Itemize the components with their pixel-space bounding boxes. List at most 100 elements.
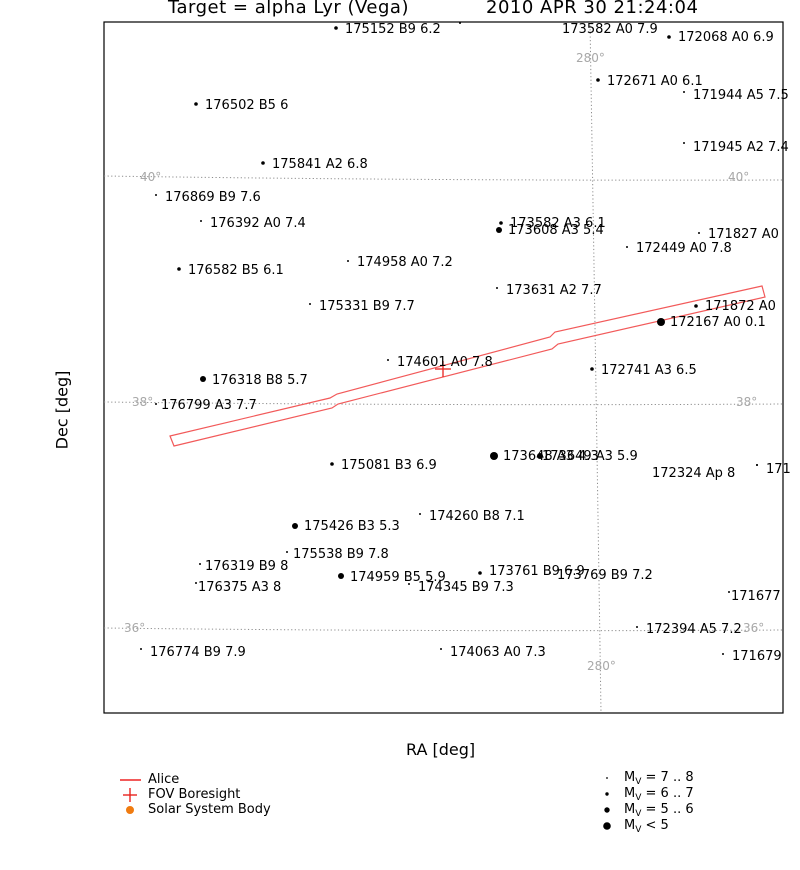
star-point	[596, 78, 600, 82]
star-point	[683, 142, 685, 144]
star-label: 176582 B5 6.1	[188, 263, 284, 278]
star-point	[537, 453, 543, 459]
star-label: 175331 B9 7.7	[319, 299, 415, 314]
star-label: 171827 A0	[708, 227, 779, 242]
star-point	[756, 464, 758, 466]
star-label: 176869 B9 7.6	[165, 190, 261, 205]
star-label: 173608 A3 5.4	[508, 223, 604, 238]
legend-mag-range-2: = 6 .. 7	[641, 786, 694, 801]
dec-grid-label: 36°	[124, 621, 145, 635]
star-label: 173649 A3 5.9	[542, 449, 638, 464]
star-label: 175426 B3 5.3	[304, 519, 400, 534]
star-label: 176318 B8 5.7	[212, 373, 308, 388]
star-point	[334, 26, 338, 30]
star-point	[440, 648, 442, 650]
star-label: 173761 B9 6.9	[489, 564, 585, 579]
star-point	[459, 22, 461, 24]
star-label: 172394 A5 7.2	[646, 622, 742, 637]
star-label: 175841 A2 6.8	[272, 157, 368, 172]
star-point	[698, 232, 700, 234]
star-point	[200, 376, 206, 382]
star-point	[496, 227, 502, 233]
x-axis-label: RA [deg]	[406, 740, 476, 759]
legend-symbols	[120, 777, 611, 830]
star-label: 173631 A2 7.7	[506, 283, 602, 298]
legend-fov-label: FOV Boresight	[148, 787, 241, 802]
star-point	[309, 303, 311, 305]
star-point	[286, 551, 288, 553]
dec-grid-label: 40°	[728, 170, 749, 184]
star-point	[194, 102, 198, 106]
ra-grid-label: 280°	[587, 659, 616, 673]
star-label: 173648 A3 4.3	[503, 449, 599, 464]
star-label: 175538 B9 7.8	[293, 547, 389, 562]
legend-mag-range-3: = 5 .. 6	[641, 802, 694, 817]
star-point	[155, 194, 157, 196]
star-label: 176502 B5 6	[205, 98, 288, 113]
star-label: 175152 B9 6.2	[345, 22, 441, 37]
ra-grid-label: 280°	[576, 51, 605, 65]
star-point	[549, 572, 551, 574]
star-label: 171677	[731, 589, 781, 604]
star-point	[490, 452, 498, 460]
star-point	[626, 246, 628, 248]
legend-ssb-label: Solar System Body	[148, 802, 271, 817]
star-point	[667, 35, 671, 39]
star-point	[177, 267, 181, 271]
legend-ssb-swatch	[126, 806, 134, 814]
star-label: 172741 A3 6.5	[601, 363, 697, 378]
star-label: 173582 A3 6.1	[510, 216, 606, 231]
dec-grid-label: 36°	[743, 621, 764, 635]
dec-grid-label: 38°	[132, 395, 153, 409]
star-point	[155, 403, 157, 405]
star-point	[499, 221, 503, 225]
star-label: 171945 A2 7.4	[693, 140, 789, 155]
star-layer: 175152 B9 6.2 173582 A0 7.9 172068 A0 6.9 1…	[140, 22, 791, 664]
legend-alice-label: Alice	[148, 772, 180, 787]
star-point	[683, 91, 685, 93]
star-point	[419, 513, 421, 515]
star-label: 175081 B3 6.9	[341, 458, 437, 473]
star-label: 174959 B5 5.9	[350, 570, 446, 585]
star-point	[387, 359, 389, 361]
legend-mag-dot	[605, 792, 609, 796]
star-point	[195, 582, 197, 584]
y-axis-label: Dec [deg]	[52, 370, 72, 450]
star-label: 171944 A5 7.5	[693, 88, 789, 103]
legend-fov-swatch	[123, 788, 137, 802]
star-point	[292, 523, 298, 529]
alice-slit-outline	[169, 285, 766, 447]
plot-frame	[103, 21, 784, 714]
star-point	[408, 583, 410, 585]
dec-grid-line	[104, 175, 783, 181]
star-label: 172324 Ap 8	[652, 466, 735, 481]
star-point	[199, 563, 201, 565]
legend-mag-dot	[603, 822, 611, 830]
star-label: 171872 A0	[705, 299, 776, 314]
star-label: 171	[766, 462, 791, 477]
star-label: 176319 B9 8	[205, 559, 288, 574]
target-title: Target = alpha Lyr (Vega)	[168, 0, 409, 18]
datetime-title: 2010 APR 30 21:24:04	[486, 0, 699, 18]
star-point	[140, 648, 142, 650]
legend-mag-range-4: < 5	[641, 818, 669, 833]
star-label: 173582 A0 7.9	[562, 22, 658, 37]
star-label: 171679	[732, 649, 782, 664]
star-label: 174958 A0 7.2	[357, 255, 453, 270]
star-point	[496, 287, 498, 289]
star-label: 172167 A0 0.1	[670, 315, 766, 330]
grid-layer: 40° 40° 38° 38° 36° 36° 280° 280°	[104, 22, 783, 713]
star-label: 176774 B9 7.9	[150, 645, 246, 660]
star-point	[200, 220, 202, 222]
legend-mag-dot	[606, 777, 608, 779]
star-label: 172671 A0 6.1	[607, 74, 703, 89]
legend-mag-dot	[604, 807, 610, 813]
star-label: 173769 B9 7.2	[557, 568, 653, 583]
star-point	[338, 573, 344, 579]
star-point	[478, 571, 482, 575]
star-label: 174601 A0 7.8	[397, 355, 493, 370]
dec-grid-label: 40°	[140, 170, 161, 184]
star-point	[347, 260, 349, 262]
star-label: 172449 A0 7.8	[636, 241, 732, 256]
